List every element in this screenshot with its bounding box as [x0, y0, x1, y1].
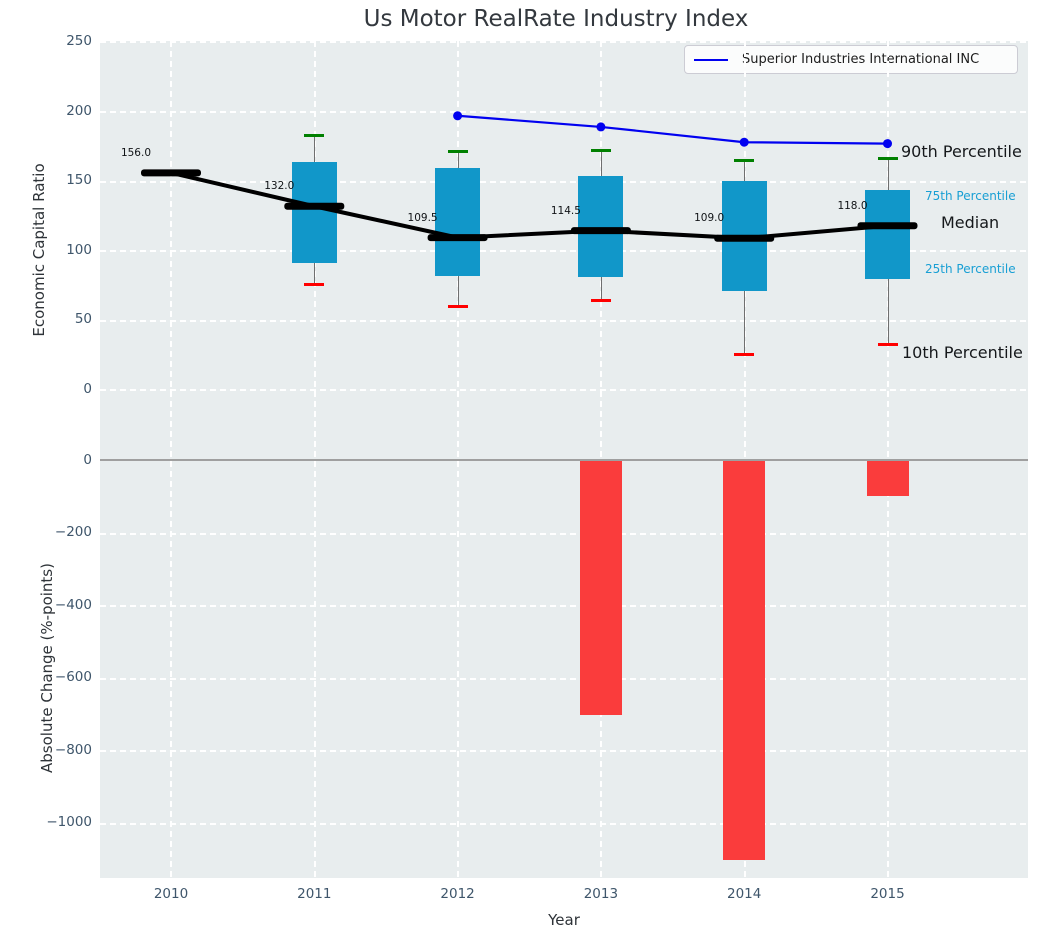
median-value-label: 118.0	[837, 199, 868, 212]
label-10th-percentile: 10th Percentile	[902, 343, 1023, 362]
whisker-cap-90th	[447, 150, 468, 154]
bottom-y-tick-label: −600	[54, 669, 92, 686]
iqr-box	[865, 189, 910, 279]
median-value-label: 114.5	[550, 204, 581, 217]
top-y-tick-label: 0	[83, 381, 92, 397]
median-value-label: 109.0	[694, 212, 725, 225]
legend: Superior Industries International INC	[684, 45, 1018, 74]
horizontal-gridline	[100, 532, 1028, 535]
iqr-box	[435, 167, 481, 276]
label-90th-percentile: 90th Percentile	[901, 142, 1022, 161]
x-axis-label: Year	[548, 911, 580, 929]
change-bar	[866, 461, 909, 497]
whisker-cap-90th	[304, 133, 325, 137]
whisker-cap-10th	[304, 282, 325, 286]
iqr-box	[291, 161, 337, 264]
x-tick-label: 2013	[583, 886, 619, 902]
whisker-cap-90th	[734, 158, 755, 162]
x-tick-label: 2015	[870, 886, 905, 902]
whisker-cap-10th	[447, 304, 468, 308]
whisker-cap-90th	[877, 157, 898, 161]
horizontal-gridline	[100, 389, 1028, 392]
top-y-tick-label: 150	[66, 172, 92, 189]
x-tick-label: 2014	[727, 886, 762, 902]
bottom-y-tick-label: −200	[54, 524, 92, 541]
median-value-label: 109.5	[407, 211, 438, 224]
whisker-cap-10th	[590, 298, 611, 302]
median-value-label: 156.0	[120, 146, 151, 159]
horizontal-gridline	[100, 822, 1028, 825]
x-tick-label: 2011	[297, 886, 332, 902]
horizontal-gridline	[100, 250, 1028, 253]
horizontal-gridline	[100, 41, 1028, 44]
company-line	[457, 114, 888, 145]
change-bar	[723, 461, 766, 860]
whisker-cap-10th	[877, 343, 898, 347]
whisker-cap-10th	[734, 353, 755, 356]
horizontal-gridline	[100, 110, 1028, 113]
iqr-box	[721, 181, 767, 292]
legend-label: Superior Industries International INC	[742, 52, 980, 67]
x-tick-label: 2012	[440, 886, 475, 902]
plot-area: Superior Industries International INC 15…	[100, 41, 1028, 878]
horizontal-gridline	[100, 180, 1028, 183]
label-25th-percentile: 25th Percentile	[925, 262, 1016, 276]
whisker-cap-90th	[590, 149, 611, 153]
label-median: Median	[941, 213, 1000, 232]
chart-title: Us Motor RealRate Industry Index	[363, 6, 749, 32]
legend-line-swatch	[694, 58, 728, 61]
top-y-tick-label: 50	[74, 311, 92, 328]
iqr-box	[578, 176, 624, 278]
median-value-label: 132.0	[264, 180, 295, 193]
top-y-tick-label: 100	[66, 241, 92, 258]
top-y-tick-label: 200	[66, 102, 92, 119]
top-y-tick-label: 250	[66, 33, 92, 49]
change-bar	[579, 461, 622, 715]
horizontal-gridline	[100, 750, 1028, 753]
label-75th-percentile: 75th Percentile	[925, 189, 1016, 203]
horizontal-gridline	[100, 605, 1028, 608]
bottom-y-tick-label: −800	[54, 741, 92, 758]
bottom-y-tick-label: −1000	[46, 814, 92, 831]
bottom-y-tick-label: 0	[83, 452, 92, 468]
horizontal-gridline	[100, 319, 1028, 322]
bottom-y-tick-label: −400	[54, 596, 92, 613]
horizontal-gridline	[100, 677, 1028, 680]
zero-line	[100, 459, 1028, 461]
x-tick-label: 2010	[153, 886, 189, 902]
